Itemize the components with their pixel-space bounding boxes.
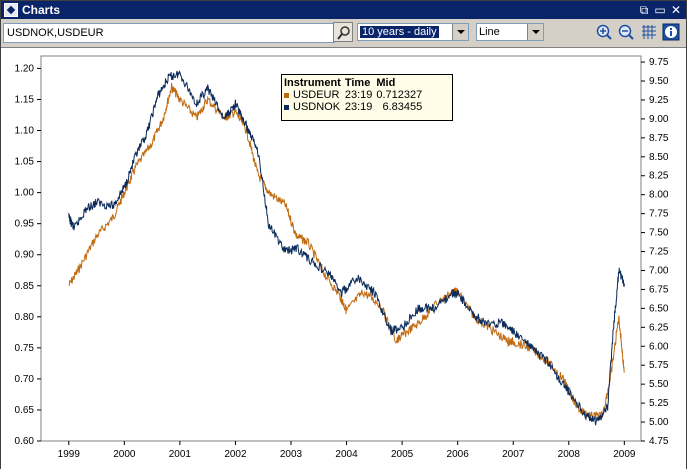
y-right-tick-label: 9.25: [649, 95, 669, 106]
legend-time: 23:19: [344, 89, 373, 101]
y-right-tick-label: 6.25: [649, 322, 669, 333]
y-left-tick-label: 0.90: [15, 250, 35, 261]
y-right-tick-label: 9.00: [649, 114, 669, 125]
x-tick-label: 2005: [391, 449, 414, 460]
y-right-tick-label: 6.00: [649, 341, 669, 352]
y-left-tick-label: 0.60: [15, 436, 35, 447]
y-left-tick-label: 1.15: [15, 94, 35, 105]
legend-instrument: USDNOK: [293, 101, 341, 113]
y-left-tick-label: 0.85: [15, 281, 35, 292]
legend-row: USDEUR 23:19 0.712327: [284, 89, 426, 101]
x-tick-label: 2007: [502, 449, 525, 460]
series-line-usdeur: [68, 82, 625, 421]
y-right-tick-label: 8.75: [649, 133, 669, 144]
y-right-tick-label: 5.75: [649, 360, 669, 371]
y-right-tick-label: 4.75: [649, 436, 669, 447]
y-right-tick-label: 6.75: [649, 284, 669, 295]
y-right-tick-label: 7.75: [649, 209, 669, 220]
range-select[interactable]: 10 years - daily: [357, 23, 469, 41]
toolbar: 10 years - daily Line: [1, 20, 686, 46]
y-right-tick-label: 9.50: [649, 76, 669, 87]
grid-icon[interactable]: [640, 23, 658, 41]
legend-header-instrument: Instrument: [284, 77, 341, 89]
y-left-tick-label: 0.70: [15, 374, 35, 385]
search-button[interactable]: [333, 22, 353, 42]
legend-mid: 6.83455: [382, 101, 423, 113]
y-left-tick-label: 0.75: [15, 343, 35, 354]
legend-header-mid: Mid: [376, 77, 396, 89]
legend-swatch: [284, 104, 289, 110]
y-right-tick-label: 8.50: [649, 152, 669, 163]
y-right-tick-label: 8.25: [649, 171, 669, 182]
close-icon[interactable]: ✕: [670, 3, 682, 17]
y-left-tick-label: 0.65: [15, 405, 35, 416]
legend-instrument: USDEUR: [293, 89, 340, 101]
y-left-tick-label: 0.80: [15, 312, 35, 323]
legend-mid: 0.712327: [376, 89, 423, 101]
legend-row: USDNOK 23:19 6.83455: [284, 101, 426, 113]
series-line-usdnok: [68, 70, 625, 426]
zoom-out-icon[interactable]: [617, 23, 635, 41]
window-title: Charts: [22, 3, 61, 17]
x-tick-label: 2009: [613, 449, 636, 460]
chart-type-value: Line: [479, 26, 500, 38]
y-left-tick-label: 1.00: [15, 188, 35, 199]
x-tick-label: 2002: [224, 449, 247, 460]
legend-header-time: Time: [344, 77, 371, 89]
x-tick-label: 2000: [113, 449, 136, 460]
x-tick-label: 1999: [58, 449, 81, 460]
x-tick-label: 2003: [280, 449, 303, 460]
x-tick-label: 2004: [335, 449, 358, 460]
y-right-tick-label: 5.00: [649, 417, 669, 428]
title-bar[interactable]: Charts ⧉ ▭ ✕: [1, 1, 686, 19]
chart-area[interactable]: 0.60 0.65 0.70 0.75 0.80 0.85 0.90 0.95 1.00 1.05…: [1, 47, 686, 469]
minimize-icon[interactable]: ▭: [654, 3, 666, 17]
y-right-tick-label: 5.50: [649, 379, 669, 390]
x-tick-label: 2001: [169, 449, 192, 460]
chevron-down-icon[interactable]: [452, 24, 468, 40]
zoom-in-icon[interactable]: [595, 23, 613, 41]
y-right-tick-label: 6.50: [649, 303, 669, 314]
legend-time: 23:19: [344, 101, 373, 113]
y-right-tick-label: 7.50: [649, 228, 669, 239]
y-right-tick-label: 9.75: [649, 57, 669, 68]
app-icon: [4, 3, 18, 17]
search-icon: [337, 26, 350, 40]
range-select-value: 10 years - daily: [360, 26, 439, 38]
symbol-input[interactable]: [3, 23, 335, 43]
y-right-tick-label: 7.00: [649, 265, 669, 276]
x-tick-label: 2006: [447, 449, 470, 460]
y-left-tick-label: 1.20: [15, 63, 35, 74]
chevron-down-icon[interactable]: [527, 24, 543, 40]
chart-legend: Instrument Time Mid USDEUR 23:19 0.71232…: [281, 74, 453, 121]
y-left-tick-label: 1.05: [15, 157, 35, 168]
y-right-tick-label: 8.00: [649, 190, 669, 201]
y-right-tick-label: 5.25: [649, 398, 669, 409]
legend-swatch: [284, 92, 289, 98]
info-icon[interactable]: [662, 23, 680, 41]
chart-type-select[interactable]: Line: [476, 23, 544, 41]
y-left-tick-label: 1.10: [15, 126, 35, 137]
y-left-tick-label: 0.95: [15, 219, 35, 230]
restore-icon[interactable]: ⧉: [639, 3, 649, 17]
x-tick-label: 2008: [558, 449, 581, 460]
y-right-tick-label: 7.25: [649, 247, 669, 258]
